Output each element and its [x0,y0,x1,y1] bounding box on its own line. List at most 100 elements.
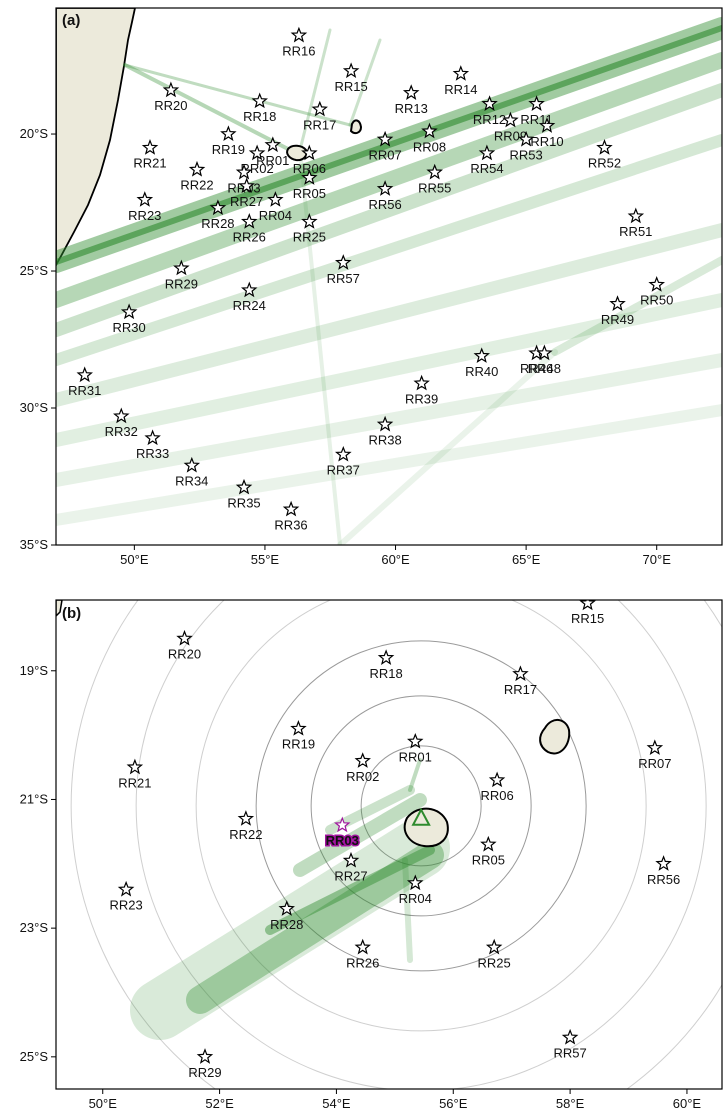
station-rr35: RR35 [227,478,261,510]
station-rr28: RR28 [270,900,303,932]
station-star-icon [517,130,535,147]
station-label: RR56 [368,197,401,212]
station-rr04: RR04 [259,191,292,223]
station-star-icon [176,629,193,646]
station-rr32: RR32 [105,407,138,439]
station-label: RR04 [259,208,292,223]
station-label: RR55 [418,180,451,195]
lat-tick-label: 25°S [20,263,49,278]
station-star-icon [354,938,371,955]
lat-tick-label: 25°S [20,1049,49,1064]
ship-track-density [56,17,722,545]
station-star-icon [162,81,180,98]
station-label: RR01 [256,153,289,168]
station-star-icon [655,855,672,871]
distance-ring [70,600,722,1089]
station-label: RR27 [334,869,367,884]
station-rr15: RR15 [335,62,368,94]
station-label: RR10 [530,134,563,149]
station-label: RR05 [293,186,326,201]
station-star-icon [488,771,506,788]
station-label: RR37 [327,463,360,478]
station-star-icon [173,259,190,276]
station-label: RR21 [133,156,166,171]
station-rr36: RR36 [274,500,308,532]
distance-ring [255,640,587,972]
source-triangle [411,807,431,826]
station-rr05: RR05 [472,835,505,868]
lon-tick-label: 65°E [512,552,541,567]
station-star-icon [126,758,144,775]
station-rr02: RR02 [346,752,379,784]
station-rr26: RR26 [233,213,266,245]
station-label: RR21 [118,775,151,790]
station-star-icon [333,816,351,833]
station-label: RR18 [369,666,402,681]
station-rr13: RR13 [395,84,428,116]
station-label: RR16 [282,43,315,58]
distance-ring [310,695,532,917]
station-label: RR24 [233,298,266,313]
station-star-icon [648,276,666,292]
station-rr21: RR21 [118,758,151,790]
station-label: RR05 [472,853,505,868]
station-star-icon [235,163,253,180]
station-star-icon [117,880,135,897]
mauritius-island-b [539,719,571,755]
station-star-icon [485,938,503,955]
station-rr24: RR24 [233,281,266,313]
station-star-icon [237,810,255,826]
station-star-icon [406,874,424,891]
station-star-icon [113,407,130,424]
station-label: RR04 [399,891,432,906]
station-rr20: RR20 [154,81,188,113]
station-label: RR08 [413,139,446,154]
lon-tick-label: 50°E [89,1096,118,1111]
station-star-icon [342,62,360,79]
station-star-icon [596,139,613,155]
station-star-icon [402,84,420,100]
station-rr20: RR20 [168,629,201,662]
station-star-icon [473,347,490,363]
lat-tick-label: 35°S [20,537,49,552]
station-rr53: RR53 [509,130,543,163]
station-label: RR57 [327,271,360,286]
station-label: RR40 [465,364,498,379]
station-label: RR15 [571,611,604,626]
station-rr57: RR57 [327,254,360,286]
station-label: RR36 [274,517,307,532]
station-label: RR35 [227,495,260,510]
panel-a: RR01RR02RR03RR04RR05RR06RR07RR08RR09RR10… [20,7,723,567]
station-rr30: RR30 [113,303,146,335]
station-rr19: RR19 [212,125,245,157]
reunion-island-b [403,807,449,848]
station-rr07: RR07 [368,130,402,163]
panel-a-background [56,8,722,545]
lon-tick-label: 60°E [673,1096,702,1111]
station-label: RR26 [346,955,379,970]
station-star-icon [538,117,556,133]
station-label: RR23 [128,208,161,223]
station-rr25: RR25 [478,938,511,970]
station-label: RR46 [520,361,553,376]
ship-track-density-b [130,758,450,1040]
station-star-icon [290,720,307,736]
station-rr06: RR06 [480,771,514,803]
station-star-icon [407,732,424,749]
lat-tick-label: 23°S [20,920,49,935]
station-star-icon [141,139,159,155]
station-rr21: RR21 [133,139,167,171]
station-star-icon [188,160,206,177]
station-label: RR38 [368,432,401,447]
station-star-icon [282,500,300,517]
station-star-icon [278,900,295,916]
station-rr12: RR12 [473,95,506,127]
station-star-icon [301,213,318,229]
station-rr34: RR34 [175,456,208,489]
station-rr38: RR38 [368,415,402,447]
station-rr14: RR14 [444,65,477,97]
station-star-icon [235,478,253,495]
lon-tick-label: 50°E [120,552,149,567]
lon-tick-label: 60°E [381,552,410,567]
